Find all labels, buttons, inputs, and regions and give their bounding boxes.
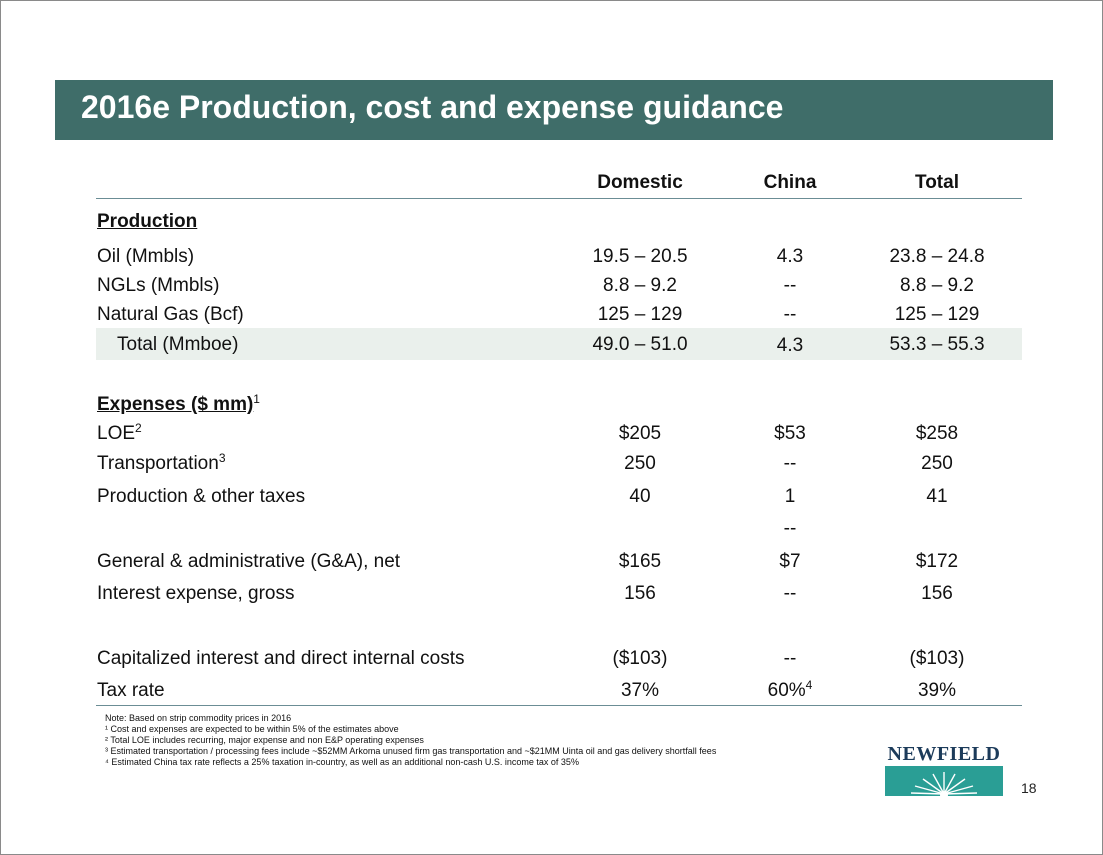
cell-domestic: ($103) [612,648,668,669]
logo-text: NEWFIELD [887,743,1001,765]
cell-china: $53 [774,423,806,444]
footnote: ² Total LOE includes recurring, major ex… [105,735,424,745]
footnote: ⁴ Estimated China tax rate reflects a 25… [105,757,579,767]
cell-domestic: 250 [624,453,656,474]
row-label-text: LOE [97,423,136,444]
cell-china-text: 60% [767,680,806,701]
column-header-china: China [763,172,817,193]
cell-total: 156 [921,583,953,604]
section-heading-expenses: Expenses ($ mm)1 [97,392,260,416]
cell-total: 8.8 – 9.2 [900,275,974,296]
cell-total: 125 – 129 [894,304,980,325]
expenses-heading-text: Expenses ($ mm) [97,394,254,415]
footnote: ³ Estimated transportation / processing … [105,746,717,756]
cell-domestic: 156 [624,583,656,604]
cell-domestic: 19.5 – 20.5 [592,246,688,267]
cell-domestic: 37% [620,680,660,701]
cell-domestic: 8.8 – 9.2 [603,275,677,296]
footnote: Note: Based on strip commodity prices in… [105,713,292,723]
cell-total: 41 [926,486,948,507]
row-label-text: Transportation [97,453,219,474]
cell-domestic: $165 [618,551,662,572]
row-label: Interest expense, gross [97,583,295,604]
cell-total: 39% [917,680,957,701]
footnote-marker: 1 [253,392,260,406]
cell-china: 1 [784,486,796,507]
footnote: ¹ Cost and expenses are expected to be w… [105,724,399,734]
column-header-domestic: Domestic [597,172,683,193]
footnote-marker: 4 [805,678,813,692]
newfield-logo: NEWFIELD [885,742,1003,798]
row-label: Natural Gas (Bcf) [97,304,244,325]
section-heading-production: Production [97,211,198,232]
cell-total: 23.8 – 24.8 [889,246,985,267]
cell-total: ($103) [909,648,965,669]
sunburst-icon [885,766,1003,796]
cell-domestic: $205 [618,423,662,444]
page-number: 18 [1021,780,1037,796]
cell-china: -- [783,275,797,296]
footnotes: Note: Based on strip commodity prices in… [105,713,716,768]
total-row-highlight [96,328,1022,360]
column-header-total: Total [915,172,959,193]
row-label: Production & other taxes [97,486,306,507]
cell-domestic: 40 [629,486,651,507]
cell-total: 250 [921,453,953,474]
footnote-marker: 3 [218,451,226,465]
footnote-marker: 2 [135,421,142,435]
row-label: General & administrative (G&A), net [97,551,401,572]
cell-china: 4.3 [776,246,804,267]
cell-china: -- [783,648,797,669]
cell-domestic: 125 – 129 [597,304,683,325]
cell-china: -- [783,583,797,604]
cell-china: -- [783,518,797,539]
footer-rule [96,705,1022,706]
row-label: Oil (Mmbls) [97,246,195,267]
page-title: 2016e Production, cost and expense guida… [81,89,784,125]
cell-china: -- [783,453,797,474]
row-label: Capitalized interest and direct internal… [97,648,465,669]
cell-china: 60%4 [690,678,890,702]
cell-total: $258 [915,423,959,444]
cell-total: 53.3 – 55.3 [889,334,985,355]
cell-total: $172 [915,551,959,572]
row-label: Tax rate [97,680,165,701]
header-rule [96,198,1022,199]
title-bar: 2016e Production, cost and expense guida… [55,80,1053,140]
cell-china: $7 [779,551,801,572]
row-label: LOE2 [97,421,142,445]
cell-domestic: 49.0 – 51.0 [592,334,688,355]
row-label: Transportation3 [97,451,226,475]
row-label: Total (Mmboe) [117,334,239,355]
row-label: NGLs (Mmbls) [97,275,220,296]
cell-china: 4.3 [776,335,804,356]
cell-china: -- [783,304,797,325]
